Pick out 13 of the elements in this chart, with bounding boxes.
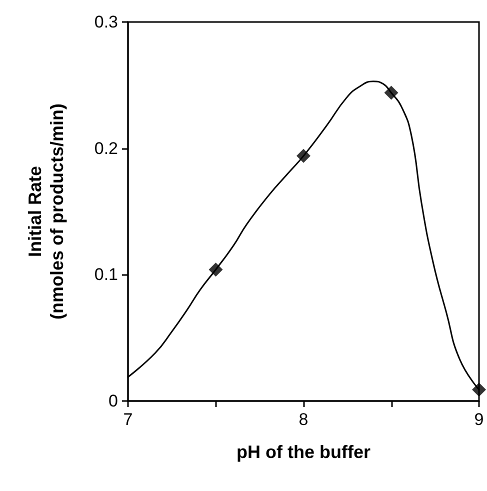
x-axis-title: pH of the buffer [236, 442, 370, 462]
y-tick-label: 0 [108, 392, 118, 410]
x-tick-label: 7 [123, 410, 133, 429]
x-tick-label: 9 [474, 410, 484, 429]
point [384, 86, 398, 100]
point [208, 262, 223, 277]
point [296, 148, 310, 163]
y-tick-label: 0.3 [94, 12, 118, 32]
x-tick-label: 8 [298, 410, 308, 429]
y-tick-label: 0.1 [94, 265, 118, 284]
y-tick-label: 0.2 [94, 138, 118, 158]
y-axis-title: Initial Rate (nmoles of products/min) [25, 103, 67, 320]
point [472, 382, 486, 397]
